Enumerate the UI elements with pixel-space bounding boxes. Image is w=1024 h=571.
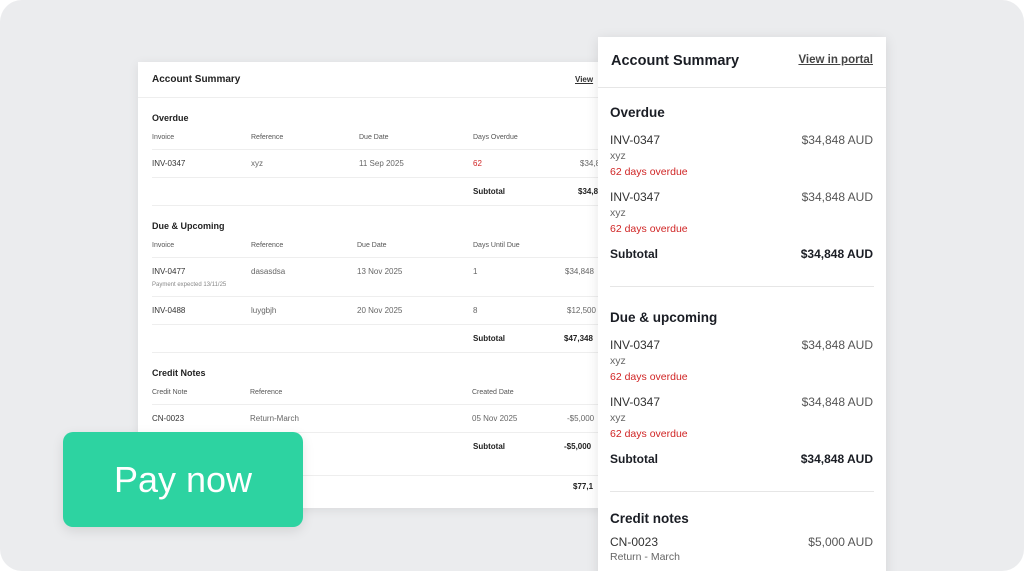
col-header: Created Date [472, 389, 514, 396]
view-in-portal-link[interactable]: View in portal [798, 54, 873, 66]
invoice-id[interactable]: INV-0477 [152, 267, 186, 276]
col-header: Reference [251, 242, 284, 249]
col-header: Credit Note [152, 389, 188, 396]
card-title: Account Summary [611, 53, 740, 69]
subtotal-label: Subtotal [610, 452, 658, 466]
overdue-status: 62 days overdue [610, 428, 688, 440]
invoice-id[interactable]: INV-0347 [610, 133, 661, 147]
subtotal-label: Subtotal [473, 334, 505, 343]
reference: xyz [610, 355, 626, 367]
credit-note-id[interactable]: CN-0023 [152, 414, 185, 423]
divider [152, 404, 638, 405]
invoice-id[interactable]: INV-0347 [152, 159, 186, 168]
payment-note: Payment expected 13/11/25 [152, 282, 227, 288]
due-date: 13 Nov 2025 [357, 267, 403, 276]
col-header: Reference [251, 134, 284, 141]
account-summary-mobile-card: Account Summary View in portal Overdue I… [598, 37, 886, 571]
section-title-overdue: Overdue [610, 105, 665, 120]
reference: xyz [610, 207, 626, 219]
subtotal-value: $34,848 AUD [800, 247, 873, 261]
col-header: Invoice [152, 134, 175, 141]
amount: $34,848 AUD [801, 395, 873, 409]
divider [152, 324, 638, 325]
amount: $34,848 AUD [801, 338, 873, 352]
days-overdue: 62 [473, 159, 482, 168]
subtotal-value: -$5,000 [564, 442, 592, 451]
subtotal-label: Subtotal [610, 247, 658, 261]
col-header: Days Overdue [473, 134, 518, 141]
overdue-status: 62 days overdue [610, 166, 688, 178]
divider [152, 296, 638, 297]
divider [598, 87, 886, 88]
col-header: Reference [250, 389, 283, 396]
col-header: Days Until Due [473, 242, 520, 249]
divider [610, 286, 874, 287]
reference: luygbjh [251, 306, 277, 315]
divider [152, 177, 638, 178]
amount: $34,848 [580, 159, 609, 168]
days-until-due: 1 [473, 267, 478, 276]
amount: $12,500 [567, 306, 596, 315]
divider [152, 475, 638, 476]
view-link[interactable]: View [575, 75, 594, 84]
invoice-id[interactable]: INV-0347 [610, 395, 661, 409]
reference: Return - March [610, 551, 681, 563]
invoice-id[interactable]: INV-0488 [152, 306, 186, 315]
divider [152, 352, 638, 353]
divider [152, 257, 638, 258]
invoice-id[interactable]: INV-0347 [610, 190, 661, 204]
subtotal-label: Subtotal [473, 187, 505, 196]
col-header: Due Date [357, 242, 387, 249]
reference: xyz [251, 159, 263, 168]
subtotal-value: $47,348 [564, 334, 593, 343]
overdue-status: 62 days overdue [610, 223, 688, 235]
section-title-credits: Credit Notes [152, 368, 206, 378]
subtotal-value: $34,848 AUD [800, 452, 873, 466]
amount: $34,848 AUD [801, 133, 873, 147]
created-date: 05 Nov 2025 [472, 414, 518, 423]
card-title: Account Summary [152, 74, 241, 85]
pay-now-button[interactable]: Pay now [63, 432, 303, 527]
divider [610, 491, 874, 492]
amount: -$5,000 [567, 414, 595, 423]
credit-note-id[interactable]: CN-0023 [610, 535, 659, 549]
divider [152, 205, 638, 206]
days-until-due: 8 [473, 306, 478, 315]
due-date: 20 Nov 2025 [357, 306, 403, 315]
section-title-upcoming: Due & upcoming [610, 310, 718, 325]
subtotal-value: $34,848 [578, 187, 607, 196]
divider [152, 432, 638, 433]
subtotal-label: Subtotal [473, 442, 505, 451]
reference: xyz [610, 412, 626, 424]
reference: dasasdsa [251, 267, 286, 276]
section-title-upcoming: Due & Upcoming [152, 221, 225, 231]
amount: $34,848 [565, 267, 594, 276]
col-header: Invoice [152, 242, 175, 249]
reference: xyz [610, 150, 626, 162]
amount: $34,848 AUD [801, 190, 873, 204]
section-title-credits: Credit notes [610, 511, 689, 526]
total-value: $77,1 [573, 482, 594, 491]
reference: Return-March [250, 414, 299, 423]
col-header: Due Date [359, 134, 389, 141]
divider [138, 97, 638, 98]
section-title-overdue: Overdue [152, 113, 189, 123]
divider [152, 149, 638, 150]
due-date: 11 Sep 2025 [359, 159, 404, 168]
overdue-status: 62 days overdue [610, 371, 688, 383]
invoice-id[interactable]: INV-0347 [610, 338, 661, 352]
amount: $5,000 AUD [808, 535, 873, 549]
